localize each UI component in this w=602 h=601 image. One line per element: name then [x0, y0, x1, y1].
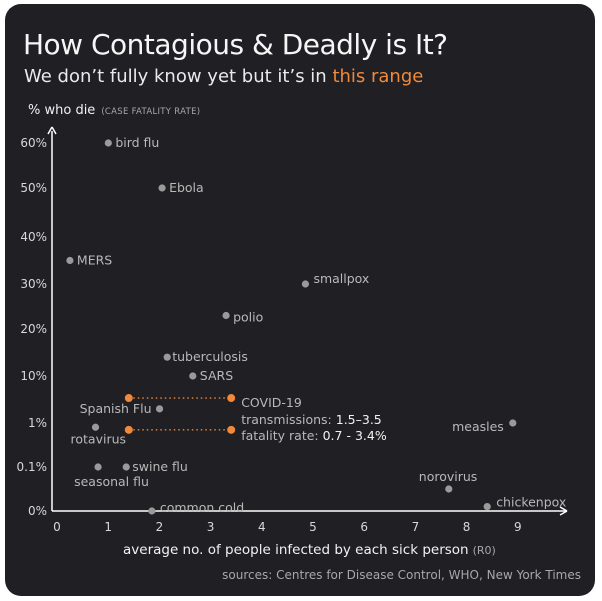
data-point — [91, 423, 100, 431]
data-point — [155, 405, 164, 413]
point-label: norovirus — [419, 469, 478, 484]
data-point — [445, 485, 453, 493]
y-axis-title: % who die (CASE FATALITY RATE) — [28, 103, 200, 118]
scatter-plot: 0 1 2 3 4 5 6 7 8 9 0% 0.1% 1% 10% 20% 30% 40% 50% 60% bird… — [17, 126, 568, 534]
y-tick-label: 30% — [20, 277, 47, 291]
covid-transmissions-label: transmissions: — [241, 412, 336, 427]
covid-fatality-value: 0.7 - 3.4% — [323, 428, 387, 443]
point-label: tuberculosis — [172, 349, 248, 364]
data-point — [104, 139, 112, 147]
covid-fatality: fatality rate: 0.7 - 3.4% — [241, 428, 387, 443]
data-point — [148, 507, 156, 515]
covid-range-point — [124, 425, 133, 434]
x-axis-title-text: average no. of people infected by each s… — [123, 542, 469, 558]
covid-range-point — [227, 425, 236, 434]
data-point — [122, 463, 130, 471]
point-label: common cold — [160, 500, 244, 515]
x-tick-label: 7 — [412, 520, 420, 534]
covid-transmissions-value: 1.5–3.5 — [336, 412, 382, 427]
data-point — [163, 353, 171, 361]
point-label: MERS — [77, 253, 112, 268]
data-point — [66, 256, 74, 265]
x-tick-label: 1 — [104, 520, 112, 534]
sources-note: sources: Centres for Disease Control, WH… — [222, 568, 581, 582]
covid-label: COVID-19 — [241, 395, 302, 410]
point-label: seasonal flu — [74, 474, 149, 489]
x-tick-label: 5 — [309, 520, 317, 534]
y-tick-label: 1% — [28, 416, 47, 430]
y-axis-arrow — [47, 126, 57, 135]
y-tick-label: 20% — [20, 322, 47, 336]
point-label: SARS — [200, 368, 233, 383]
covid-fatality-label: fatality rate: — [241, 428, 322, 443]
y-tick-label: 60% — [20, 136, 47, 150]
x-tick-label: 0 — [53, 520, 61, 534]
covid-range-point — [227, 394, 236, 403]
x-tick-label: 3 — [207, 520, 215, 534]
point-label: Ebola — [169, 180, 204, 195]
chart-subtitle: We don’t fully know yet but it’s in this… — [24, 66, 423, 87]
data-point — [94, 463, 102, 471]
data-point — [158, 184, 166, 192]
x-axis-title: average no. of people infected by each s… — [123, 542, 496, 558]
x-tick-label: 4 — [258, 520, 266, 534]
point-label: swine flu — [132, 459, 188, 474]
covid-range-point — [124, 394, 133, 403]
point-label: chickenpox — [496, 495, 566, 510]
data-point — [301, 280, 310, 288]
y-tick-label: 10% — [20, 369, 47, 383]
y-axis-title-note: (CASE FATALITY RATE) — [101, 107, 201, 117]
x-axis-arrow — [559, 506, 568, 516]
data-point — [483, 503, 491, 511]
subtitle-text: We don’t fully know yet but it’s in — [24, 66, 333, 87]
x-axis-title-note: (R0) — [472, 544, 496, 557]
point-label: rotavirus — [71, 431, 127, 446]
point-label: bird flu — [115, 135, 159, 150]
covid-transmissions: transmissions: 1.5–3.5 — [241, 412, 382, 427]
chart-title: How Contagious & Deadly is It? — [23, 28, 448, 61]
y-tick-label: 0% — [28, 504, 47, 518]
point-label: smallpox — [313, 271, 369, 286]
y-tick-label: 40% — [20, 230, 47, 244]
y-axis-title-text: % who die — [28, 103, 96, 118]
y-tick-label: 50% — [20, 181, 47, 195]
chart-card: How Contagious & Deadly is It? We don’t … — [5, 4, 595, 596]
point-label: polio — [233, 310, 263, 325]
data-point — [509, 419, 517, 427]
subtitle-accent: this range — [332, 66, 424, 87]
point-label: Spanish Flu — [80, 401, 152, 416]
x-tick-label: 6 — [360, 520, 368, 534]
x-tick-label: 9 — [514, 520, 522, 534]
y-tick-label: 0.1% — [17, 460, 48, 474]
x-tick-label: 2 — [156, 520, 164, 534]
data-point — [189, 372, 197, 380]
x-tick-label: 8 — [463, 520, 471, 534]
point-label: measles — [452, 419, 504, 434]
data-point — [222, 311, 230, 320]
